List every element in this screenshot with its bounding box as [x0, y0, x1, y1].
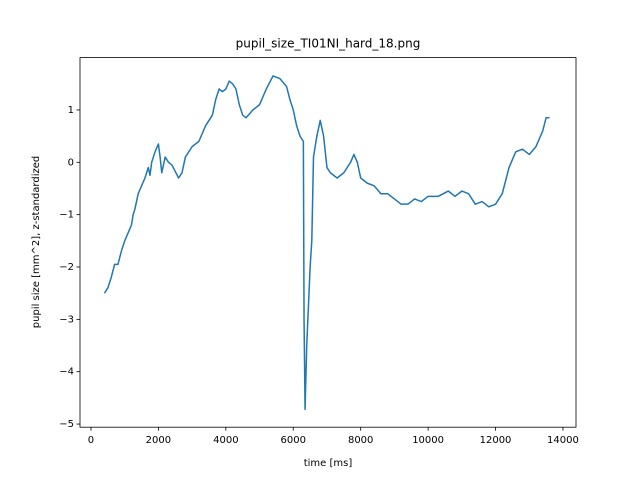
series-line	[103, 75, 550, 411]
plot-frame	[79, 57, 577, 428]
x-tick-label: 6000	[281, 435, 306, 446]
y-tick-label: −1	[59, 210, 74, 221]
chart-title: pupil_size_TI01NI_hard_18.png	[236, 37, 421, 51]
x-tick-label: 14000	[547, 435, 579, 446]
y-tick-label: 0	[68, 157, 74, 168]
x-tick-label: 4000	[213, 435, 238, 446]
x-tick-label: 0	[88, 435, 94, 446]
y-tick-label: −5	[59, 419, 74, 430]
x-axis-label: time [ms]	[304, 458, 353, 469]
x-tick-label: 10000	[412, 435, 444, 446]
x-tick-label: 8000	[348, 435, 373, 446]
y-tick-label: −3	[59, 314, 74, 325]
y-tick-label: −2	[59, 262, 74, 273]
y-tick-label: 1	[68, 105, 74, 116]
x-tick-label: 12000	[480, 435, 512, 446]
y-axis-label: pupil size [mm^2], z-standardized	[31, 156, 42, 328]
y-tick-label: −4	[59, 367, 74, 378]
x-tick-label: 2000	[146, 435, 171, 446]
